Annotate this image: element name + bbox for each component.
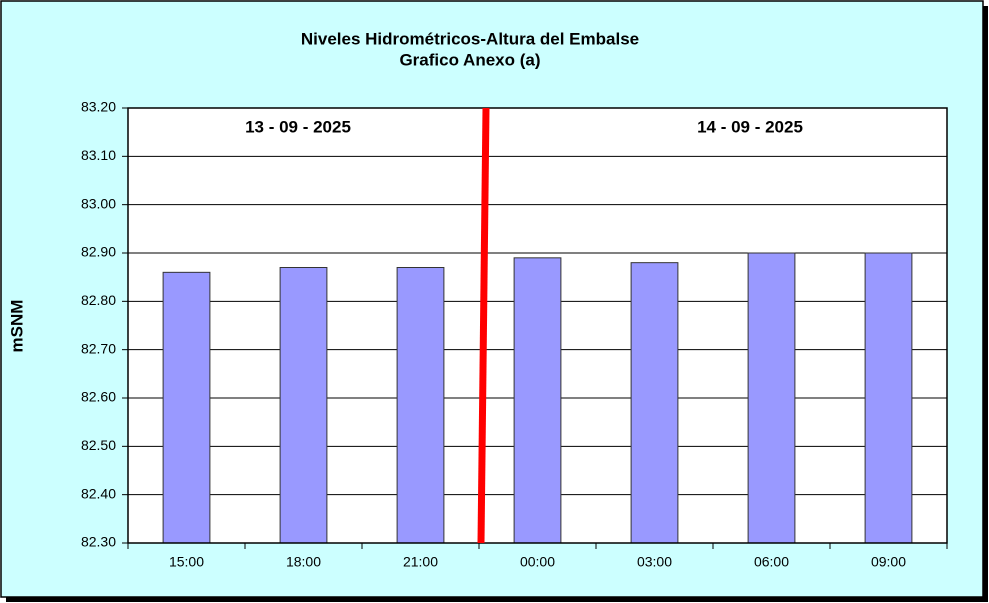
y-tick-label: 82.40 <box>81 485 116 501</box>
y-tick-label: 82.80 <box>81 292 116 308</box>
date-annotation: 14 - 09 - 2025 <box>697 117 803 136</box>
y-tick-label: 82.30 <box>81 534 116 550</box>
x-tick-label: 09:00 <box>871 554 906 570</box>
y-tick-label: 83.10 <box>81 147 116 163</box>
bar <box>630 262 679 544</box>
bar <box>396 267 445 544</box>
bar <box>747 252 796 544</box>
x-tick-label: 03:00 <box>637 554 672 570</box>
y-axis-label: mSNM <box>7 300 26 353</box>
bar <box>864 252 913 544</box>
y-tick-label: 82.50 <box>81 437 116 453</box>
x-tick-label: 21:00 <box>403 554 438 570</box>
y-tick-label: 83.00 <box>81 195 116 211</box>
x-tick-label: 00:00 <box>520 554 555 570</box>
y-tick-label: 82.90 <box>81 244 116 260</box>
y-tick-label: 83.20 <box>81 99 116 115</box>
y-tick-label: 82.60 <box>81 389 116 405</box>
chart-title: Niveles Hidrométricos-Altura del Embalse <box>301 29 639 48</box>
bar <box>513 257 562 544</box>
chart-subtitle: Grafico Anexo (a) <box>399 50 540 69</box>
x-tick-label: 18:00 <box>286 554 321 570</box>
x-tick-label: 06:00 <box>754 554 789 570</box>
x-tick-label: 15:00 <box>169 554 204 570</box>
date-annotation: 13 - 09 - 2025 <box>245 117 351 136</box>
plot-border <box>127 107 948 544</box>
date-divider <box>477 107 490 544</box>
bar <box>162 271 211 544</box>
bar <box>279 267 328 544</box>
y-tick-label: 82.70 <box>81 340 116 356</box>
